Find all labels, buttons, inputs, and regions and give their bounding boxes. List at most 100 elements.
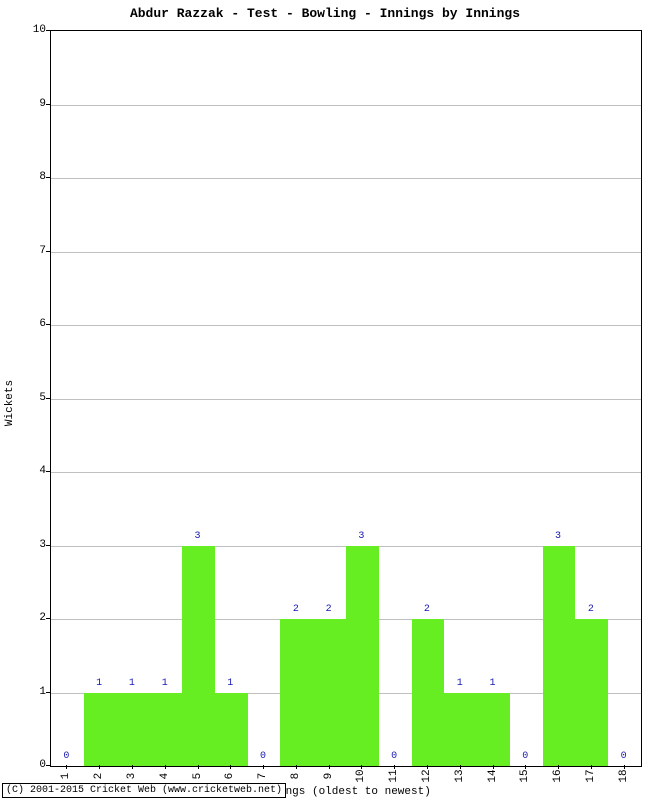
ytick-mark [46, 177, 50, 178]
bar-value-label: 1 [129, 678, 135, 689]
bar [412, 619, 445, 766]
xtick-label: 13 [454, 766, 466, 786]
ytick-label: 3 [26, 539, 46, 551]
xtick-mark [296, 765, 297, 769]
bar [444, 693, 477, 767]
xtick-label: 8 [290, 766, 302, 786]
ytick-mark [46, 618, 50, 619]
xtick-label: 12 [421, 766, 433, 786]
gridline [51, 399, 641, 400]
ytick-mark [46, 30, 50, 31]
xtick-mark [624, 765, 625, 769]
bar-value-label: 2 [293, 604, 299, 615]
xtick-mark [132, 765, 133, 769]
ytick-label: 1 [26, 686, 46, 698]
bar-value-label: 0 [621, 751, 627, 762]
xtick-mark [66, 765, 67, 769]
bar-value-label: 1 [227, 678, 233, 689]
ytick-label: 10 [26, 24, 46, 36]
bar-value-label: 1 [489, 678, 495, 689]
bar [149, 693, 182, 767]
xtick-mark [165, 765, 166, 769]
ytick-label: 0 [26, 759, 46, 771]
bar [215, 693, 248, 767]
bar-value-label: 3 [555, 531, 561, 542]
xtick-label: 2 [93, 766, 105, 786]
chart-title: Abdur Razzak - Test - Bowling - Innings … [0, 6, 650, 21]
bar [117, 693, 150, 767]
bar-value-label: 3 [358, 531, 364, 542]
xtick-mark [493, 765, 494, 769]
xtick-mark [427, 765, 428, 769]
xtick-mark [263, 765, 264, 769]
ytick-label: 2 [26, 612, 46, 624]
xtick-mark [394, 765, 395, 769]
gridline [51, 252, 641, 253]
bar-value-label: 3 [194, 531, 200, 542]
ytick-label: 7 [26, 245, 46, 257]
xtick-mark [525, 765, 526, 769]
bar-value-label: 1 [457, 678, 463, 689]
ytick-mark [46, 251, 50, 252]
bar [477, 693, 510, 767]
xtick-label: 18 [618, 766, 630, 786]
xtick-label: 6 [224, 766, 236, 786]
bar-value-label: 2 [326, 604, 332, 615]
xtick-mark [591, 765, 592, 769]
bar-value-label: 2 [588, 604, 594, 615]
bar-value-label: 1 [96, 678, 102, 689]
ytick-mark [46, 765, 50, 766]
xtick-label: 15 [519, 766, 531, 786]
xtick-mark [99, 765, 100, 769]
xtick-label: 17 [585, 766, 597, 786]
ytick-label: 9 [26, 98, 46, 110]
ytick-label: 4 [26, 465, 46, 477]
ytick-mark [46, 324, 50, 325]
ytick-label: 6 [26, 318, 46, 330]
xtick-label: 7 [257, 766, 269, 786]
bar-value-label: 0 [522, 751, 528, 762]
ytick-mark [46, 692, 50, 693]
bar-value-label: 2 [424, 604, 430, 615]
bar [84, 693, 117, 767]
bar [182, 546, 215, 767]
bar-value-label: 1 [162, 678, 168, 689]
chart-container: Abdur Razzak - Test - Bowling - Innings … [0, 0, 650, 800]
ytick-label: 5 [26, 392, 46, 404]
xtick-mark [361, 765, 362, 769]
xtick-label: 4 [159, 766, 171, 786]
gridline [51, 325, 641, 326]
xtick-mark [230, 765, 231, 769]
xtick-mark [558, 765, 559, 769]
ytick-mark [46, 104, 50, 105]
bar [543, 546, 576, 767]
xtick-label: 14 [487, 766, 499, 786]
gridline [51, 105, 641, 106]
xtick-label: 1 [60, 766, 72, 786]
bar [575, 619, 608, 766]
bar-value-label: 0 [391, 751, 397, 762]
ytick-mark [46, 398, 50, 399]
bar [280, 619, 313, 766]
xtick-label: 10 [355, 766, 367, 786]
xtick-label: 11 [388, 766, 400, 786]
bar-value-label: 0 [260, 751, 266, 762]
gridline [51, 472, 641, 473]
xtick-label: 9 [323, 766, 335, 786]
bar [346, 546, 379, 767]
xtick-label: 5 [192, 766, 204, 786]
xtick-label: 3 [126, 766, 138, 786]
ytick-mark [46, 471, 50, 472]
bar [313, 619, 346, 766]
xtick-label: 16 [552, 766, 564, 786]
xtick-mark [198, 765, 199, 769]
y-axis-label: Wickets [4, 380, 16, 426]
bar-value-label: 0 [63, 751, 69, 762]
plot-area [50, 30, 642, 767]
xtick-mark [329, 765, 330, 769]
xtick-mark [460, 765, 461, 769]
ytick-label: 8 [26, 171, 46, 183]
gridline [51, 178, 641, 179]
copyright-text: (C) 2001-2015 Cricket Web (www.cricketwe… [2, 783, 286, 798]
ytick-mark [46, 545, 50, 546]
